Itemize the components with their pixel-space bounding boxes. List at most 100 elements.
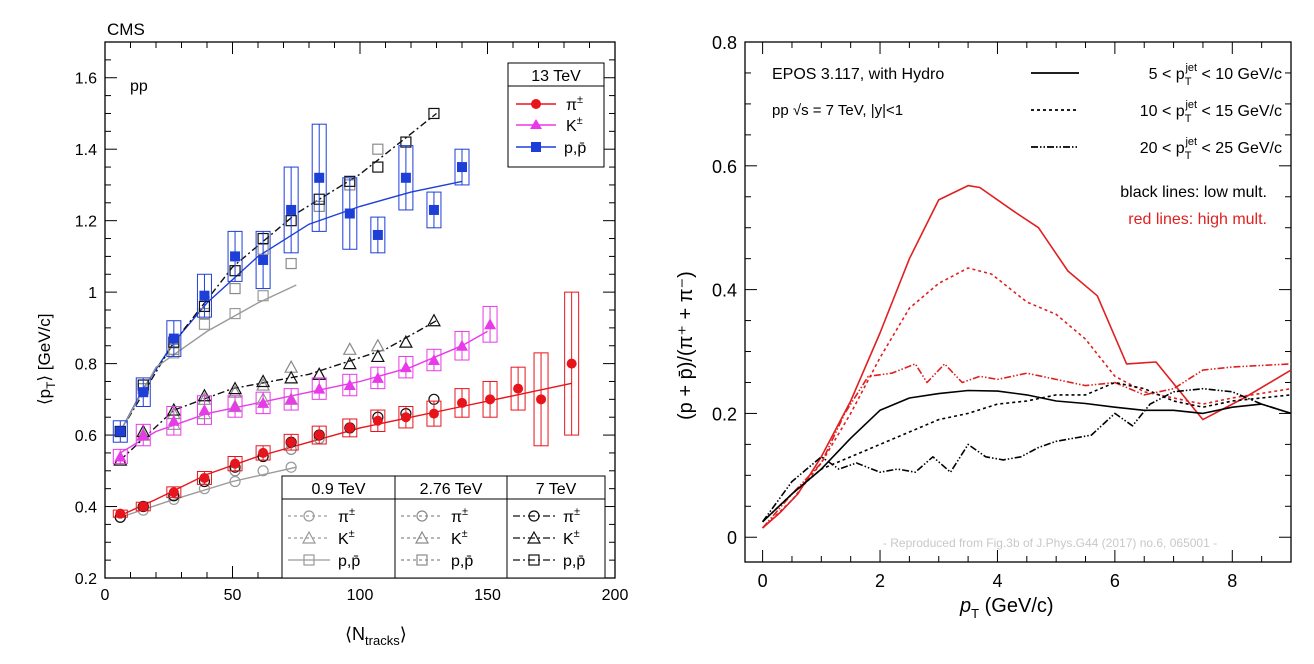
- right-x-axis-title-sub: T: [971, 606, 979, 621]
- data-point: [257, 396, 270, 408]
- data-point: [456, 339, 468, 351]
- right-x-tick-label: 0: [758, 571, 768, 591]
- left-y-tick-label: 1.4: [75, 142, 97, 159]
- legend-label-main: K: [338, 531, 349, 548]
- legend-label: p,p̄: [451, 553, 473, 570]
- left-y-axis-title-main: ⟨p: [35, 389, 54, 405]
- left-x-axis-title-sub: tracks: [365, 633, 400, 648]
- legend-title: 0.9 TeV: [312, 481, 366, 498]
- system-label: pp: [130, 78, 148, 95]
- fit-curve: [119, 112, 437, 432]
- data-point: [426, 313, 441, 327]
- legend-label-sup: ±: [462, 506, 468, 518]
- data-point: [343, 379, 356, 391]
- left-x-tick-label: 50: [224, 587, 242, 604]
- data-point: [198, 318, 211, 330]
- legend-kaon13-label-sup: ±: [577, 115, 583, 127]
- left-chart: 0 50 100 150 200 0.2 0.4 0.6 0.8 1 1.2 1.4 1.6 CMS p…: [35, 20, 628, 648]
- right-x-tick-label: 2: [875, 571, 885, 591]
- legend-label-sup: ±: [462, 528, 468, 540]
- note-black-lines: black lines: low mult.: [1120, 184, 1267, 201]
- right-y-tick-label: 0.6: [712, 157, 737, 177]
- legend-13tev-entry-proton: p,p̄: [516, 140, 586, 157]
- right-chart: 0 2 4 6 8 0 0.2 0.4 0.6 0.8 EPOS 3.117, with Hydr…: [675, 33, 1292, 621]
- legend-kaon13-label-main: K: [566, 118, 577, 135]
- legend-label: K±: [451, 528, 468, 548]
- legend-label-sup: ±: [574, 528, 580, 540]
- legend-label: p,p̄: [563, 553, 585, 570]
- data-point: [398, 334, 413, 348]
- right-y-tick-label: 0.2: [712, 404, 737, 424]
- data-point: [257, 290, 269, 302]
- right-x-tick-label: 4: [992, 571, 1002, 591]
- data-point: [399, 361, 412, 373]
- data-point: [256, 377, 271, 391]
- right-title-line1: EPOS 3.117, with Hydro: [772, 66, 944, 83]
- legend-label-main: π: [338, 509, 349, 526]
- legend-box: [394, 475, 508, 579]
- legend-marker: [528, 554, 540, 566]
- data-point: [372, 415, 383, 426]
- right-x-tick-label: 6: [1110, 571, 1120, 591]
- right-y-tick-label: 0: [727, 528, 737, 548]
- data-point: [285, 393, 298, 405]
- data-point: [138, 387, 149, 398]
- data-point: [344, 422, 355, 433]
- legend-pion13-marker: [531, 99, 541, 109]
- data-point: [168, 333, 179, 344]
- right-title-line2: pp √s = 7 TeV, |y|<1: [772, 102, 903, 119]
- data-point: [115, 426, 126, 437]
- right-ratio-curves: [761, 184, 1292, 529]
- data-point: [427, 354, 440, 366]
- right-x-axis-title-end: (GeV/c): [979, 595, 1053, 617]
- right-legend-label-sub: T: [1185, 150, 1192, 162]
- legend-label-main: π: [563, 509, 574, 526]
- right-x-axis-title-main: p: [959, 595, 971, 617]
- data-point: [372, 143, 384, 155]
- data-point: [372, 229, 383, 240]
- left-y-tick-label: 0.4: [75, 500, 97, 517]
- ratio-curve: [762, 381, 1292, 523]
- legend-pion13-label-main: π: [566, 97, 577, 114]
- legend-label-sup: ±: [574, 506, 580, 518]
- experiment-label: CMS: [107, 20, 145, 39]
- legend-marker: [526, 530, 542, 544]
- legend-marker: [303, 510, 315, 522]
- legend-box: [506, 475, 606, 579]
- data-point: [284, 370, 299, 384]
- data-point: [313, 382, 326, 394]
- legend-label: π±: [338, 506, 355, 526]
- data-point: [566, 358, 577, 369]
- data-point: [370, 338, 385, 352]
- right-legend-label-pre: 5 < p: [1149, 66, 1185, 83]
- legend-marker: [301, 530, 317, 544]
- legend-label-main: p,p̄: [338, 553, 360, 570]
- legend-title: 7 TeV: [536, 481, 577, 498]
- data-point: [230, 458, 241, 469]
- right-x-axis-title: pT (GeV/c): [959, 595, 1054, 621]
- legend-marker: [414, 530, 430, 544]
- left-y-tick-label: 1: [88, 285, 97, 302]
- right-legend-label-post: < 10 GeV/c: [1197, 66, 1282, 83]
- data-point: [229, 475, 241, 488]
- right-legend-label-sub: T: [1185, 113, 1192, 125]
- left-y-tick-label: 0.6: [75, 428, 97, 445]
- right-legend-label: 5 < pTjet < 10 GeV/c: [1149, 62, 1282, 88]
- right-legend-label-post: < 15 GeV/c: [1197, 103, 1282, 120]
- data-point: [228, 381, 243, 395]
- right-axis-ticks: 0 2 4 6 8 0 0.2 0.4 0.6 0.8: [712, 33, 1292, 591]
- left-y-tick-label: 1.2: [75, 214, 97, 231]
- data-point: [257, 465, 269, 477]
- right-legend-label-post: < 25 GeV/c: [1197, 140, 1282, 157]
- left-x-tick-label: 0: [101, 587, 110, 604]
- data-point: [344, 208, 355, 219]
- fit-curve: [119, 320, 437, 461]
- data-point: [484, 318, 497, 330]
- note-red-lines: red lines: high mult.: [1128, 211, 1267, 228]
- data-point: [138, 501, 149, 512]
- right-legend-label: 10 < pTjet < 15 GeV/c: [1140, 99, 1282, 125]
- data-point: [114, 450, 127, 462]
- legend-label-main: K: [563, 531, 574, 548]
- ratio-curve: [762, 184, 1292, 529]
- left-x-tick-label: 100: [347, 587, 374, 604]
